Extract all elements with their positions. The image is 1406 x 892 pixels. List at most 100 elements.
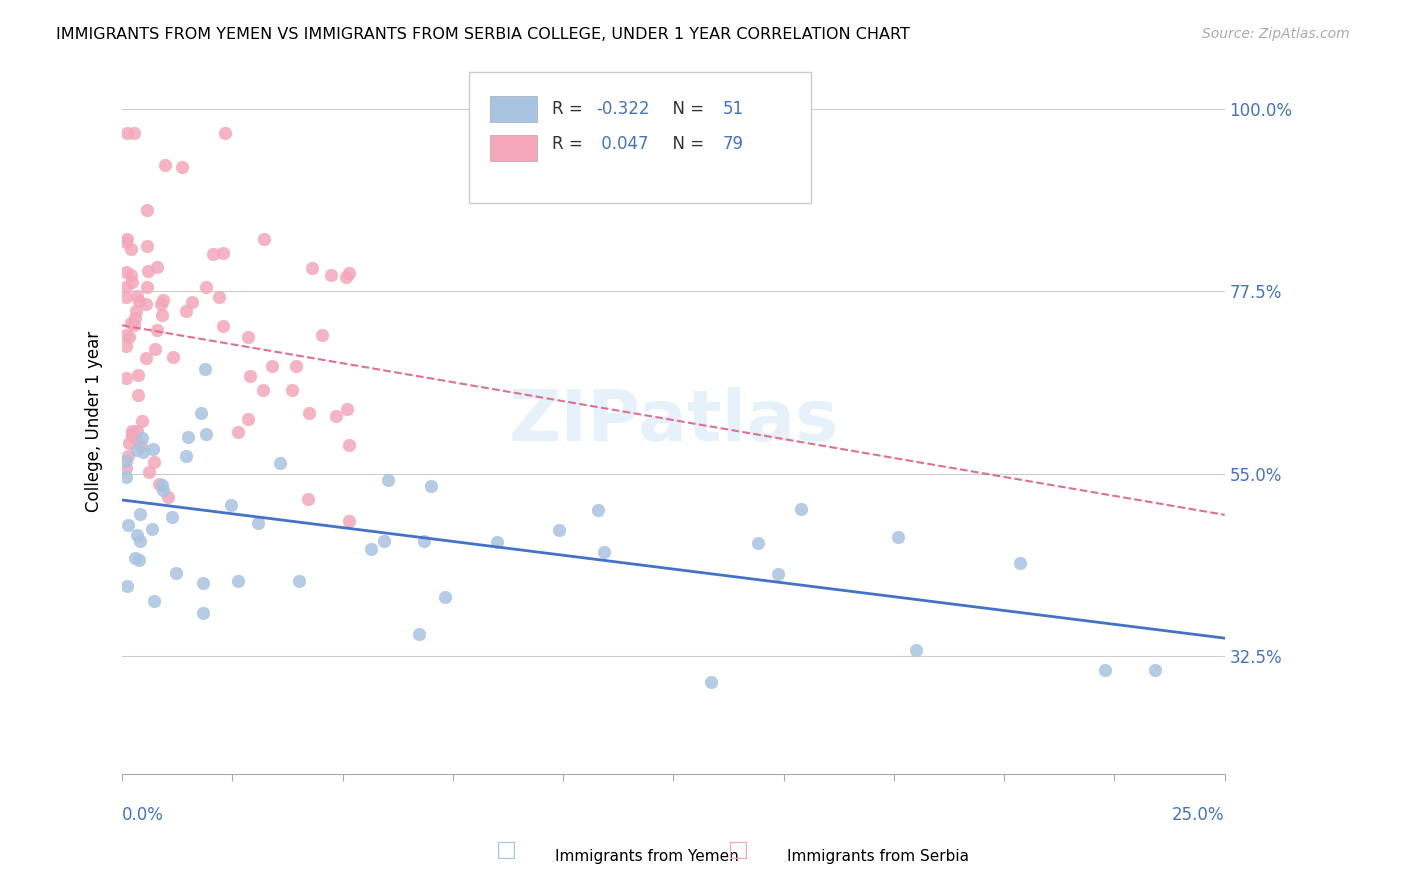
Point [125,443,148,458]
Point [202,247,225,261]
Point [120,242,142,256]
Point [281,383,304,397]
Text: R =: R = [553,100,588,118]
Point [904,642,927,657]
Point [121,424,143,438]
Point [121,427,143,442]
Point [127,388,149,402]
Point [319,268,342,282]
Point [195,279,218,293]
Point [269,457,291,471]
Point [157,490,180,504]
Point [127,368,149,383]
Point [162,350,184,364]
Point [121,428,143,442]
Point [301,260,323,275]
Text: Immigrants from Serbia: Immigrants from Serbia [787,849,969,863]
Point [148,477,170,491]
Point [194,427,217,442]
Text: N =: N = [662,100,710,118]
Point [226,574,249,588]
Point [592,545,614,559]
Point [253,231,276,245]
Point [117,449,139,463]
Point [191,576,214,591]
Point [887,530,910,544]
Point [125,528,148,542]
Point [246,516,269,530]
Point [141,522,163,536]
Point [143,594,166,608]
FancyBboxPatch shape [491,135,537,161]
Point [236,411,259,425]
Point [128,508,150,522]
Point [288,574,311,589]
Point [152,293,174,307]
Point [548,523,571,537]
Point [135,202,157,217]
Text: 51: 51 [723,100,744,118]
Point [408,627,430,641]
Text: Source: ZipAtlas.com: Source: ZipAtlas.com [1202,27,1350,41]
Point [121,275,143,289]
Point [239,368,262,383]
Point [117,127,139,141]
Point [790,502,813,516]
Text: N =: N = [662,135,710,153]
Text: 79: 79 [723,135,744,153]
Point [131,431,153,445]
Text: IMMIGRANTS FROM YEMEN VS IMMIGRANTS FROM SERBIA COLLEGE, UNDER 1 YEAR CORRELATIO: IMMIGRANTS FROM YEMEN VS IMMIGRANTS FROM… [56,27,910,42]
Point [146,322,169,336]
Point [124,311,146,326]
Point [115,454,138,468]
Point [335,269,357,284]
Point [135,351,157,366]
Point [252,384,274,398]
Text: -0.322: -0.322 [596,100,650,118]
Point [212,318,235,333]
Point [337,437,360,451]
Point [172,161,194,175]
Point [142,455,165,469]
Point [1144,663,1167,677]
Point [190,406,212,420]
Point [152,483,174,497]
FancyBboxPatch shape [470,72,811,202]
Point [180,295,202,310]
FancyBboxPatch shape [491,96,537,122]
Point [214,127,236,141]
Point [219,499,242,513]
Point [115,232,138,246]
Point [153,158,176,172]
Point [176,429,198,443]
Text: 0.047: 0.047 [596,135,648,153]
Point [128,294,150,309]
Text: 0.0%: 0.0% [122,806,165,824]
Text: R =: R = [553,135,588,153]
Point [150,297,173,311]
Point [138,465,160,479]
Point [586,502,609,516]
Point [115,328,138,343]
Point [124,551,146,566]
Point [118,330,141,344]
Point [115,235,138,249]
Point [136,264,159,278]
Point [136,280,159,294]
Point [117,579,139,593]
Point [165,566,187,581]
Point [236,330,259,344]
Point [150,478,173,492]
Point [285,359,308,373]
Point [125,289,148,303]
Text: □: □ [728,840,748,860]
Point [122,127,145,141]
Point [747,536,769,550]
Point [129,534,152,549]
Point [143,342,166,356]
Point [141,442,163,456]
Point [120,316,142,330]
Point [311,328,333,343]
Point [325,409,347,423]
Point [486,535,509,549]
